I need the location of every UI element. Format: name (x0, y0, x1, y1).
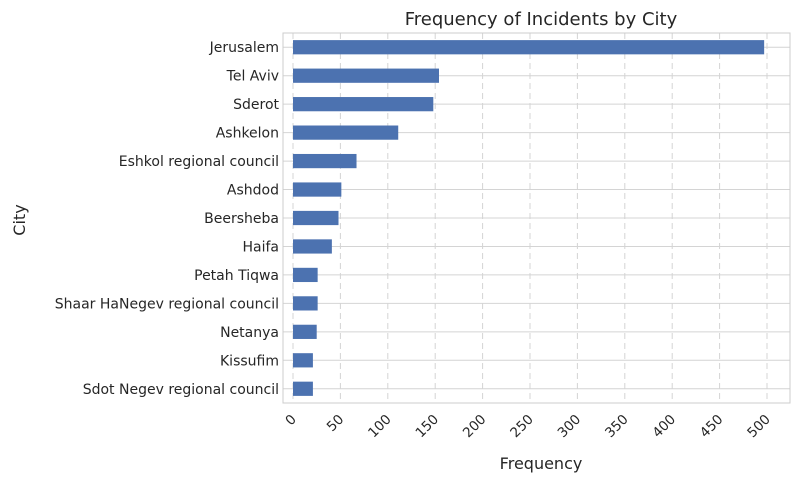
x-tick-label: 200 (460, 412, 490, 442)
x-tick-label: 50 (324, 412, 347, 435)
y-axis-label: City (10, 204, 29, 235)
bar (293, 210, 339, 226)
bar (293, 381, 313, 396)
category-label: Ashdod (227, 183, 279, 199)
bar (293, 324, 317, 339)
bar (293, 68, 439, 83)
grid (283, 33, 790, 403)
bar (293, 296, 318, 311)
category-label: Eshkol regional council (119, 154, 279, 170)
plot-frame (282, 32, 791, 404)
x-tick-labels: 0 50 100 150 200 250 300 350 400 450 500 (282, 412, 773, 442)
category-label: Petah Tiqwa (194, 268, 279, 284)
x-tick-label: 150 (412, 412, 442, 442)
category-label: Haifa (242, 239, 279, 255)
category-labels: Jerusalem Tel Aviv Sderot Ashkelon Eshkol re… (55, 40, 280, 398)
category-label: Shaar HaNegev regional council (55, 296, 279, 312)
x-tick-label: 100 (365, 412, 395, 442)
bar (293, 239, 332, 254)
category-label: Sdot Negev regional council (83, 382, 279, 398)
x-tick-label: 450 (697, 412, 727, 442)
bar (293, 125, 399, 140)
category-label: Tel Aviv (226, 69, 279, 85)
category-label: Kissufim (220, 353, 279, 369)
bar (293, 267, 318, 283)
x-tick-label: 300 (555, 412, 585, 442)
x-tick-label: 350 (602, 412, 632, 442)
bar (293, 97, 434, 112)
x-tick-label: 250 (507, 412, 537, 442)
category-label: Ashkelon (216, 126, 279, 142)
x-axis-label: Frequency (500, 454, 583, 473)
bar (293, 40, 765, 55)
x-tick-label: 500 (744, 412, 774, 442)
category-label: Netanya (220, 325, 279, 341)
category-label: Sderot (233, 97, 279, 113)
x-tick-label: 400 (649, 412, 679, 442)
category-label: Beersheba (204, 211, 279, 227)
bars (293, 40, 765, 396)
x-tick-label: 0 (282, 412, 299, 429)
bar (293, 182, 342, 197)
bar (293, 153, 357, 169)
bar (293, 353, 313, 368)
category-label: Jerusalem (209, 40, 279, 56)
chart-title: Frequency of Incidents by City (405, 9, 678, 30)
